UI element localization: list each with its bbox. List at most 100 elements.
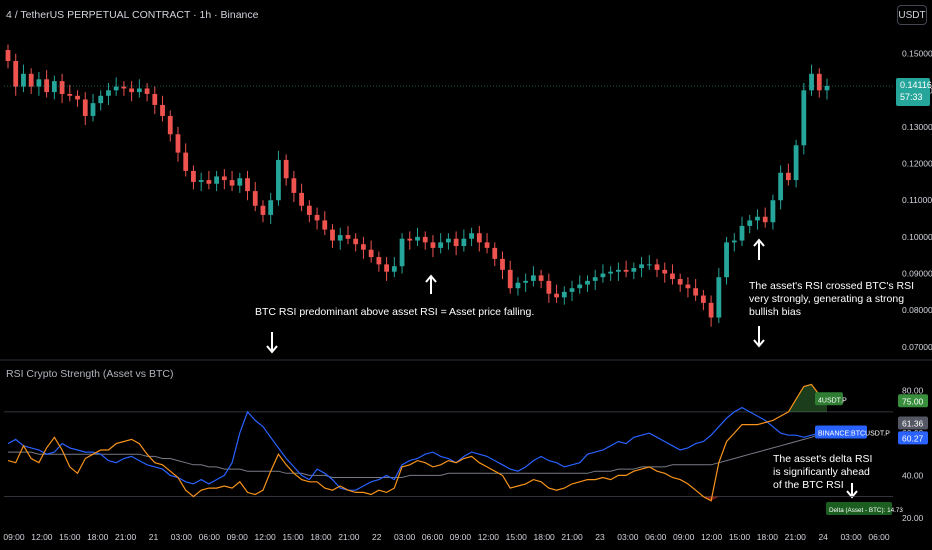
candle-body — [654, 264, 660, 270]
price-tick-label: 0.11000 — [902, 195, 932, 205]
candle-body — [314, 214, 320, 221]
candle-body — [515, 282, 521, 289]
time-tick-label: 09:00 — [673, 532, 695, 542]
candle-body — [724, 242, 729, 278]
time-tick-label: 06:00 — [645, 532, 667, 542]
average-value-label: 61.36 — [902, 419, 924, 429]
btc-value-label: 60.27 — [902, 433, 924, 443]
btc-value-label-bg — [898, 431, 928, 445]
candle-body — [569, 288, 575, 292]
time-tick-label: 22 — [372, 532, 382, 542]
candle-body — [106, 90, 111, 96]
arrow-head — [846, 490, 858, 499]
rsi-cross-note: The asset's RSI crossed BTC's RSI very s… — [749, 280, 914, 319]
candle-body — [214, 176, 220, 184]
candle-body — [260, 205, 266, 215]
delta-note-line: The asset's delta RSI — [773, 453, 873, 465]
time-tick-label: 18:00 — [87, 532, 109, 542]
down-arrow — [753, 326, 765, 348]
btc-rsi-line — [7, 406, 828, 491]
time-tick-label: 09:00 — [3, 532, 25, 542]
price-tick-label: 0.12000 — [902, 159, 932, 169]
delta-note-line: is significantly ahead — [773, 466, 870, 478]
time-tick-label: 06:00 — [868, 532, 890, 542]
candle-body — [368, 249, 374, 258]
candle-body — [446, 238, 451, 243]
rsi-cross-note-line: very strongly, generating a strong — [749, 293, 905, 305]
time-tick-label: 12:00 — [478, 532, 500, 542]
candle-body — [90, 103, 96, 116]
candle-body — [5, 49, 11, 61]
time-tick-label: 21:00 — [785, 532, 807, 542]
time-tick-label: 21:00 — [561, 532, 583, 542]
candle-body — [623, 269, 629, 272]
candle-body — [299, 192, 304, 206]
candle-body — [708, 302, 714, 318]
time-tick-label: 21 — [149, 532, 159, 542]
candle-body — [639, 264, 644, 269]
candle-body — [600, 273, 606, 278]
asset-series-tag-bg — [815, 392, 843, 406]
candle-body — [206, 180, 212, 184]
delta-note: The asset's delta RSI is significantly a… — [773, 453, 872, 492]
candle-body — [809, 73, 814, 91]
candle-body — [608, 271, 614, 274]
time-tick-label: 03:00 — [617, 532, 639, 542]
candle-body — [407, 238, 413, 241]
delta-label: Delta (Asset - BTC): 14.73 — [829, 507, 903, 514]
candle-body — [592, 277, 598, 281]
price-tick-label: 0.07000 — [902, 342, 932, 352]
candle-body — [755, 216, 760, 221]
time-tick-label: 12:00 — [31, 532, 53, 542]
candle-body — [183, 152, 189, 171]
last-price-label: 0.14116 — [900, 80, 932, 90]
candle-body — [136, 88, 142, 93]
price-tick-label: 0.10000 — [902, 232, 932, 242]
rsi-cross-note-line: The asset's RSI crossed BTC's RSI — [749, 280, 915, 292]
countdown-label: 57:33 — [900, 92, 923, 102]
candle-body — [546, 280, 552, 294]
candle-body — [283, 159, 289, 179]
candle-body — [276, 159, 281, 201]
candle-body — [700, 295, 706, 303]
btc-series-tag-bg — [815, 425, 867, 439]
candle-body — [685, 284, 691, 289]
time-tick-label: 15:00 — [506, 532, 528, 542]
indicator-title[interactable]: RSI Crypto Strength (Asset vs BTC) — [6, 368, 174, 380]
candle-body — [770, 200, 776, 223]
candle-body — [121, 86, 127, 89]
price-tick-label: 0.09000 — [902, 269, 932, 279]
candle-body — [337, 235, 343, 241]
delta-label-bg — [826, 502, 892, 515]
arrow-head — [266, 345, 278, 354]
time-tick-label: 18:00 — [310, 532, 332, 542]
candle-body — [345, 235, 351, 239]
candle-body — [167, 115, 173, 135]
candle-body — [716, 277, 722, 318]
last-price-badge — [896, 78, 930, 107]
time-tick-label: 12:00 — [254, 532, 276, 542]
candle-body — [391, 266, 397, 272]
time-tick-label: 12:00 — [701, 532, 723, 542]
candle-body — [561, 291, 567, 298]
candle-body — [361, 244, 366, 250]
price-tick-label: 0.08000 — [902, 305, 932, 315]
candle-body — [399, 238, 405, 267]
time-tick-label: 03:00 — [840, 532, 862, 542]
candle-body — [469, 233, 474, 239]
candle-body — [461, 238, 467, 247]
candle-body — [113, 86, 119, 91]
symbol-title[interactable]: 4 / TetherUS PERPETUAL CONTRACT · 1h · B… — [6, 9, 259, 21]
candle-body — [453, 238, 459, 247]
rsi-tick-label: 80.00 — [902, 386, 924, 396]
currency-button[interactable]: USDT — [897, 5, 927, 25]
candle-body — [801, 90, 807, 146]
candle-body — [229, 180, 235, 186]
candle-body — [476, 233, 482, 243]
btc-series-tag: BINANCE:BTCUSDT.P — [818, 430, 890, 437]
candle-body — [615, 269, 621, 272]
candle-body — [51, 81, 57, 93]
candle-body — [731, 240, 737, 243]
candle-body — [237, 178, 243, 186]
